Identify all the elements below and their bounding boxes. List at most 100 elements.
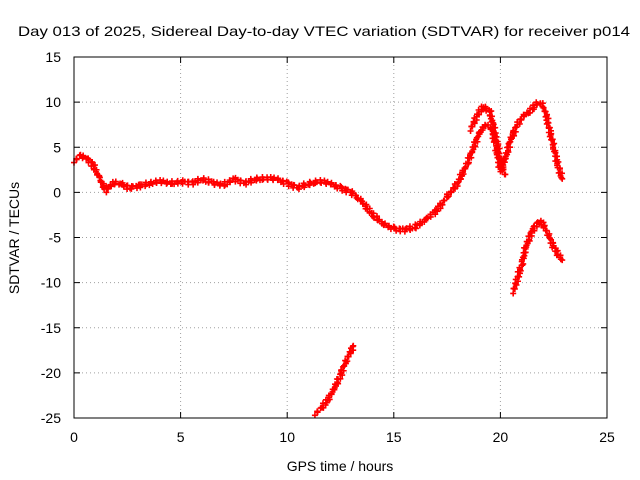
data-point [424, 215, 431, 222]
data-point [507, 134, 514, 141]
series-segment-right [510, 217, 566, 297]
data-point [149, 180, 156, 187]
data-point [80, 152, 87, 159]
data-point [510, 285, 517, 292]
data-point [353, 192, 360, 199]
x-tick-label: 15 [386, 429, 402, 445]
data-point [501, 171, 508, 178]
data-point [500, 166, 507, 173]
data-point [391, 224, 398, 231]
data-point [97, 179, 104, 186]
y-tick-label: 10 [45, 94, 61, 110]
data-point [328, 390, 335, 397]
x-tick-label: 10 [279, 429, 295, 445]
data-point [541, 108, 548, 115]
data-point [385, 222, 392, 229]
data-point [346, 348, 353, 355]
data-point [338, 183, 345, 190]
data-point [454, 180, 461, 187]
data-point [104, 185, 111, 192]
y-tick-label: -10 [41, 275, 61, 291]
data-point [350, 342, 357, 349]
data-point [275, 175, 282, 182]
data-point [339, 363, 346, 370]
x-tick-label: 5 [177, 429, 185, 445]
data-point [548, 136, 555, 143]
data-point [540, 104, 547, 111]
data-point [550, 144, 557, 151]
data-layer [71, 99, 566, 419]
chart-title: Day 013 of 2025, Sidereal Day-to-day VTE… [18, 23, 630, 39]
data-point [490, 119, 497, 126]
data-point [559, 257, 566, 264]
series-spike-1 [467, 103, 509, 178]
data-point [311, 412, 318, 419]
data-point [511, 132, 518, 139]
data-point [227, 179, 234, 186]
y-tick-label: -5 [49, 230, 62, 246]
x-tick-label: 25 [599, 429, 615, 445]
data-point [433, 206, 440, 213]
data-point [464, 160, 471, 167]
data-point [542, 227, 549, 234]
data-point [73, 156, 80, 163]
data-point [237, 177, 244, 184]
data-point [468, 123, 475, 130]
data-point [559, 175, 566, 182]
data-point [447, 189, 454, 196]
data-point [339, 372, 346, 379]
y-tick-label: -15 [41, 320, 61, 336]
data-point [279, 177, 286, 184]
y-tick-label: -20 [41, 365, 61, 381]
data-point [339, 187, 346, 194]
data-point [112, 178, 119, 185]
data-point [100, 180, 107, 187]
data-point [382, 220, 389, 227]
data-point [378, 218, 385, 225]
y-tick-label: 0 [53, 184, 61, 200]
x-axis-label: GPS time / hours [287, 458, 394, 474]
axes [73, 56, 608, 419]
data-point [517, 266, 524, 273]
x-tick-label: 20 [493, 429, 509, 445]
data-point [93, 168, 100, 175]
data-point [441, 197, 448, 204]
data-point [120, 183, 127, 190]
data-point [518, 258, 525, 265]
data-point [495, 141, 502, 148]
data-point [344, 353, 351, 360]
y-axis-label: SDTVAR / TECUs [6, 182, 22, 294]
data-point [314, 409, 321, 416]
data-point [492, 124, 499, 131]
data-point [217, 180, 224, 187]
data-point [461, 165, 468, 172]
data-point [291, 182, 298, 189]
data-point [487, 115, 494, 122]
data-point [467, 128, 474, 134]
data-point [119, 179, 126, 186]
data-point [328, 179, 335, 186]
y-tick-label: -25 [41, 410, 61, 426]
data-point [324, 178, 331, 185]
data-point [518, 116, 525, 123]
data-point [459, 169, 466, 176]
data-point [153, 179, 160, 186]
data-point [551, 148, 558, 155]
data-point [553, 153, 560, 160]
data-point [91, 162, 98, 169]
data-point [160, 177, 167, 184]
data-point [488, 108, 495, 115]
tick-labels: 0 5 10 15 20 25 -25 -20 -15 -10 -5 0 5 10 15 [41, 49, 615, 445]
data-point [541, 223, 548, 230]
series-main [71, 99, 566, 235]
data-point [527, 229, 534, 236]
x-tick-label: 0 [70, 429, 78, 445]
y-tick-label: 5 [53, 139, 61, 155]
data-point [445, 193, 452, 200]
data-point [401, 228, 408, 235]
series-segment-low [311, 342, 357, 419]
y-tick-label: 15 [45, 49, 61, 65]
data-point [520, 113, 527, 120]
